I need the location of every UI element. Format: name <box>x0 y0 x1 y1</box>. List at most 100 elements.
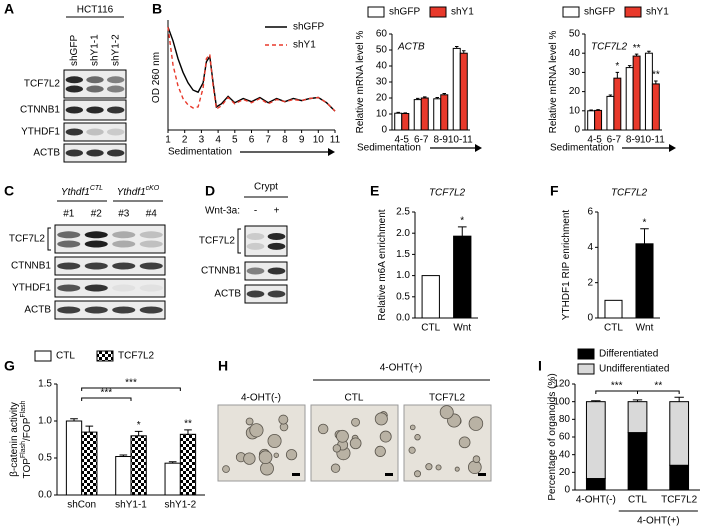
bar <box>627 432 648 491</box>
legend-label: Differentiated <box>599 349 658 360</box>
organoid <box>317 423 329 435</box>
organoid <box>332 444 341 453</box>
blot-strip <box>244 225 288 257</box>
organoid <box>273 452 279 458</box>
x-tick-label: Wnt <box>636 323 654 334</box>
blot-row-label: ACTB <box>33 148 60 159</box>
group-header: Ythdf1CTL <box>61 185 103 197</box>
bracket-label: ** <box>654 381 662 392</box>
panel-label: B <box>152 1 162 17</box>
significance: ** <box>633 43 641 54</box>
y-tick-label: 0 <box>587 313 593 324</box>
organoid <box>258 450 273 465</box>
blot-band <box>139 306 163 314</box>
legend-label: CTL <box>56 351 75 362</box>
chart-title: TCF7L2 <box>611 188 648 199</box>
bar <box>625 67 634 131</box>
bracket-label: *** <box>611 381 623 392</box>
blot-band <box>57 306 81 314</box>
image-label: CTL <box>345 393 364 404</box>
scale-bar <box>385 473 393 476</box>
lane-label: - <box>254 206 257 217</box>
blot-band <box>86 85 104 93</box>
bar <box>635 243 654 319</box>
blot-band <box>112 231 136 239</box>
x-axis-label: Sedimentation <box>550 143 614 154</box>
bar <box>651 83 660 131</box>
x-tick-label: shCon <box>67 500 96 511</box>
blot-band <box>84 231 108 239</box>
bar <box>81 431 98 496</box>
y-tick-label: 1.5 <box>38 379 52 390</box>
organoid <box>414 470 422 478</box>
error-bar <box>462 50 466 54</box>
x-arrow-head <box>475 144 482 152</box>
blot-band <box>112 284 136 292</box>
blot-band <box>112 240 136 248</box>
group-label: 4-OHT(+) <box>637 516 680 527</box>
organoid <box>454 466 460 472</box>
blot-band <box>65 106 84 114</box>
error-bar <box>435 97 439 99</box>
bar <box>452 47 461 131</box>
legend-label: shGFP <box>584 7 615 18</box>
bar <box>632 55 641 131</box>
error-bar <box>457 226 467 237</box>
y-tick-label: 30 <box>569 67 581 78</box>
blot-header: HCT116 <box>77 5 114 16</box>
x-tick-label: 9 <box>299 135 305 146</box>
lane-label: shGFP <box>69 35 80 66</box>
scale-bar <box>292 473 300 476</box>
blot-band <box>57 262 81 270</box>
blot-band <box>139 262 163 270</box>
x-tick-label: 2 <box>182 135 188 146</box>
x-tick-label: 4-5 <box>395 135 410 146</box>
lane-label: #2 <box>91 209 103 220</box>
blot-row-label: TCF7L2 <box>9 234 46 245</box>
error-bar <box>403 112 408 114</box>
y-axis-label: OD 260 nm <box>151 52 162 103</box>
organoid <box>468 416 484 431</box>
error-bar <box>134 430 143 436</box>
x-tick-label: CTL <box>628 495 647 506</box>
organoid <box>425 463 433 471</box>
x-tick-label: CTL <box>421 323 440 334</box>
y-axis-label-part: Flash <box>20 400 27 417</box>
bar <box>627 401 648 434</box>
error-bar <box>442 93 447 95</box>
blot-band <box>57 284 81 292</box>
blot-strip <box>63 69 127 99</box>
blot-strip <box>54 278 166 298</box>
bar <box>587 110 596 131</box>
y-axis-label-part: /FOP <box>22 417 33 441</box>
x-tick-label: shY1-2 <box>164 500 196 511</box>
error-bar <box>396 111 400 114</box>
y-tick-label: 20 <box>569 86 581 97</box>
y-tick-label: 60 <box>376 29 388 40</box>
blot-band <box>112 262 136 270</box>
legend-label: TCF7L2 <box>118 351 155 362</box>
error-bar <box>423 96 427 98</box>
bar <box>115 456 132 496</box>
error-bar <box>596 109 600 111</box>
y-axis-label: Relative m6A enrichment <box>377 209 388 320</box>
blot-row-label: ACTB <box>214 289 241 300</box>
organoid <box>330 463 341 473</box>
y-tick-label: 100 <box>553 396 570 407</box>
x-tick-label: 8-9 <box>626 135 641 146</box>
error-bar <box>184 429 192 435</box>
x-tick-label: 8-9 <box>434 135 449 146</box>
blot-band <box>65 149 84 157</box>
y-tick-label: 0 <box>574 125 580 136</box>
blot-band <box>106 149 125 157</box>
organoid <box>351 417 360 427</box>
blot-row-label: CTNNB1 <box>11 261 51 272</box>
blot-band <box>84 306 108 314</box>
y-tick-label: 6 <box>587 207 593 218</box>
error-bar <box>632 399 643 402</box>
legend-swatch <box>96 350 114 362</box>
y-tick-label: 40 <box>559 449 571 460</box>
x-tick-label: 10-11 <box>640 135 665 146</box>
y-tick-label: 0.0 <box>38 490 52 501</box>
